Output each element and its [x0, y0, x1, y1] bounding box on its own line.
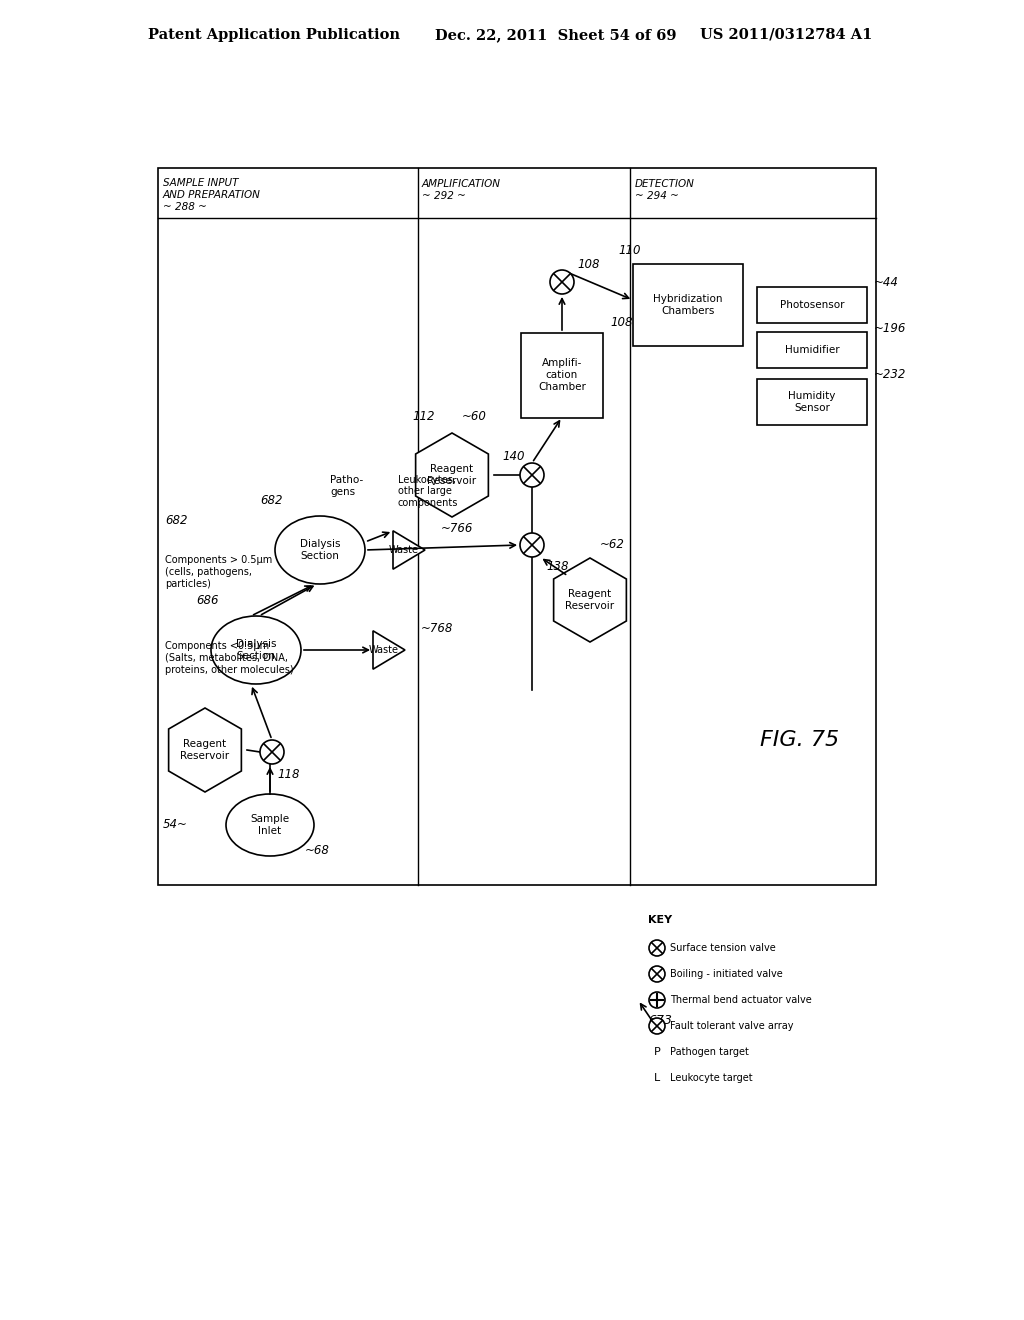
Text: Dec. 22, 2011  Sheet 54 of 69: Dec. 22, 2011 Sheet 54 of 69	[435, 28, 677, 42]
Text: AMPLIFICATION
~ 292 ~: AMPLIFICATION ~ 292 ~	[422, 180, 501, 201]
Circle shape	[260, 741, 284, 764]
Text: ~766: ~766	[441, 521, 473, 535]
Circle shape	[649, 966, 665, 982]
Text: US 2011/0312784 A1: US 2011/0312784 A1	[700, 28, 872, 42]
Text: P: P	[653, 1047, 660, 1057]
Text: Amplifi-
cation
Chamber: Amplifi- cation Chamber	[538, 359, 586, 392]
Ellipse shape	[226, 795, 314, 855]
Text: DETECTION
~ 294 ~: DETECTION ~ 294 ~	[635, 180, 695, 201]
Text: Pathogen target: Pathogen target	[670, 1047, 749, 1057]
Text: Waste: Waste	[388, 545, 419, 554]
Text: 112: 112	[412, 411, 434, 424]
Text: ~768: ~768	[421, 622, 454, 635]
Text: 110: 110	[618, 243, 640, 256]
Text: Waste: Waste	[369, 645, 398, 655]
Text: Surface tension valve: Surface tension valve	[670, 942, 776, 953]
Polygon shape	[416, 433, 488, 517]
Text: KEY: KEY	[648, 915, 672, 925]
Text: Leukocyte target: Leukocyte target	[670, 1073, 753, 1082]
Circle shape	[550, 271, 574, 294]
Text: Thermal bend actuator valve: Thermal bend actuator valve	[670, 995, 812, 1005]
Text: ~196: ~196	[874, 322, 906, 334]
Circle shape	[649, 940, 665, 956]
Text: Sample
Inlet: Sample Inlet	[251, 814, 290, 836]
Text: FIG. 75: FIG. 75	[761, 730, 840, 750]
Text: Boiling - initiated valve: Boiling - initiated valve	[670, 969, 782, 979]
Bar	[633, 264, 743, 346]
Text: 108: 108	[610, 317, 633, 330]
Text: 682: 682	[260, 494, 283, 507]
Circle shape	[649, 1018, 665, 1034]
Circle shape	[520, 533, 544, 557]
Text: ~232: ~232	[874, 367, 906, 380]
Text: Humidity
Sensor: Humidity Sensor	[788, 391, 836, 413]
Text: 673: 673	[648, 1014, 672, 1027]
Text: Dialysis
Section: Dialysis Section	[300, 539, 340, 561]
Polygon shape	[169, 708, 242, 792]
Text: Dialysis
Section: Dialysis Section	[236, 639, 276, 661]
Text: 138: 138	[546, 561, 568, 573]
Text: Fault tolerant valve array: Fault tolerant valve array	[670, 1020, 794, 1031]
Circle shape	[520, 463, 544, 487]
Text: Leukocytes,
other large
components: Leukocytes, other large components	[398, 475, 459, 508]
Text: ~60: ~60	[462, 411, 486, 424]
Text: Hybridization
Chambers: Hybridization Chambers	[653, 294, 723, 315]
Text: SAMPLE INPUT
AND PREPARATION
~ 288 ~: SAMPLE INPUT AND PREPARATION ~ 288 ~	[163, 178, 261, 211]
Bar	[521, 333, 603, 417]
Text: ~62: ~62	[600, 539, 625, 552]
Text: 686: 686	[196, 594, 218, 606]
Bar	[757, 333, 867, 368]
Ellipse shape	[275, 516, 365, 583]
Text: ~68: ~68	[305, 843, 330, 857]
Text: 54~: 54~	[163, 818, 187, 832]
Text: Patho-
gens: Patho- gens	[330, 475, 364, 498]
Bar	[757, 286, 867, 323]
Text: 682: 682	[165, 513, 187, 527]
Text: 140: 140	[502, 450, 524, 463]
Bar	[158, 168, 876, 884]
Text: Reagent
Reservoir: Reagent Reservoir	[180, 739, 229, 760]
Text: Reagent
Reservoir: Reagent Reservoir	[427, 465, 476, 486]
Text: Photosensor: Photosensor	[779, 300, 844, 310]
Text: 108: 108	[577, 257, 599, 271]
Text: Patent Application Publication: Patent Application Publication	[148, 28, 400, 42]
Text: Components <0.5µm
(Salts, metabolites, DNA,
proteins, other molecules): Components <0.5µm (Salts, metabolites, D…	[165, 642, 294, 675]
Bar	[757, 379, 867, 425]
Text: Reagent
Reservoir: Reagent Reservoir	[565, 589, 614, 611]
Text: L: L	[654, 1073, 660, 1082]
Ellipse shape	[211, 616, 301, 684]
Circle shape	[649, 993, 665, 1008]
Text: 118: 118	[278, 767, 299, 780]
Text: ~44: ~44	[874, 276, 899, 289]
Polygon shape	[393, 531, 425, 569]
Polygon shape	[373, 631, 406, 669]
Text: Humidifier: Humidifier	[784, 345, 840, 355]
Text: Components > 0.5µm
(cells, pathogens,
particles): Components > 0.5µm (cells, pathogens, pa…	[165, 556, 272, 589]
Polygon shape	[554, 558, 627, 642]
